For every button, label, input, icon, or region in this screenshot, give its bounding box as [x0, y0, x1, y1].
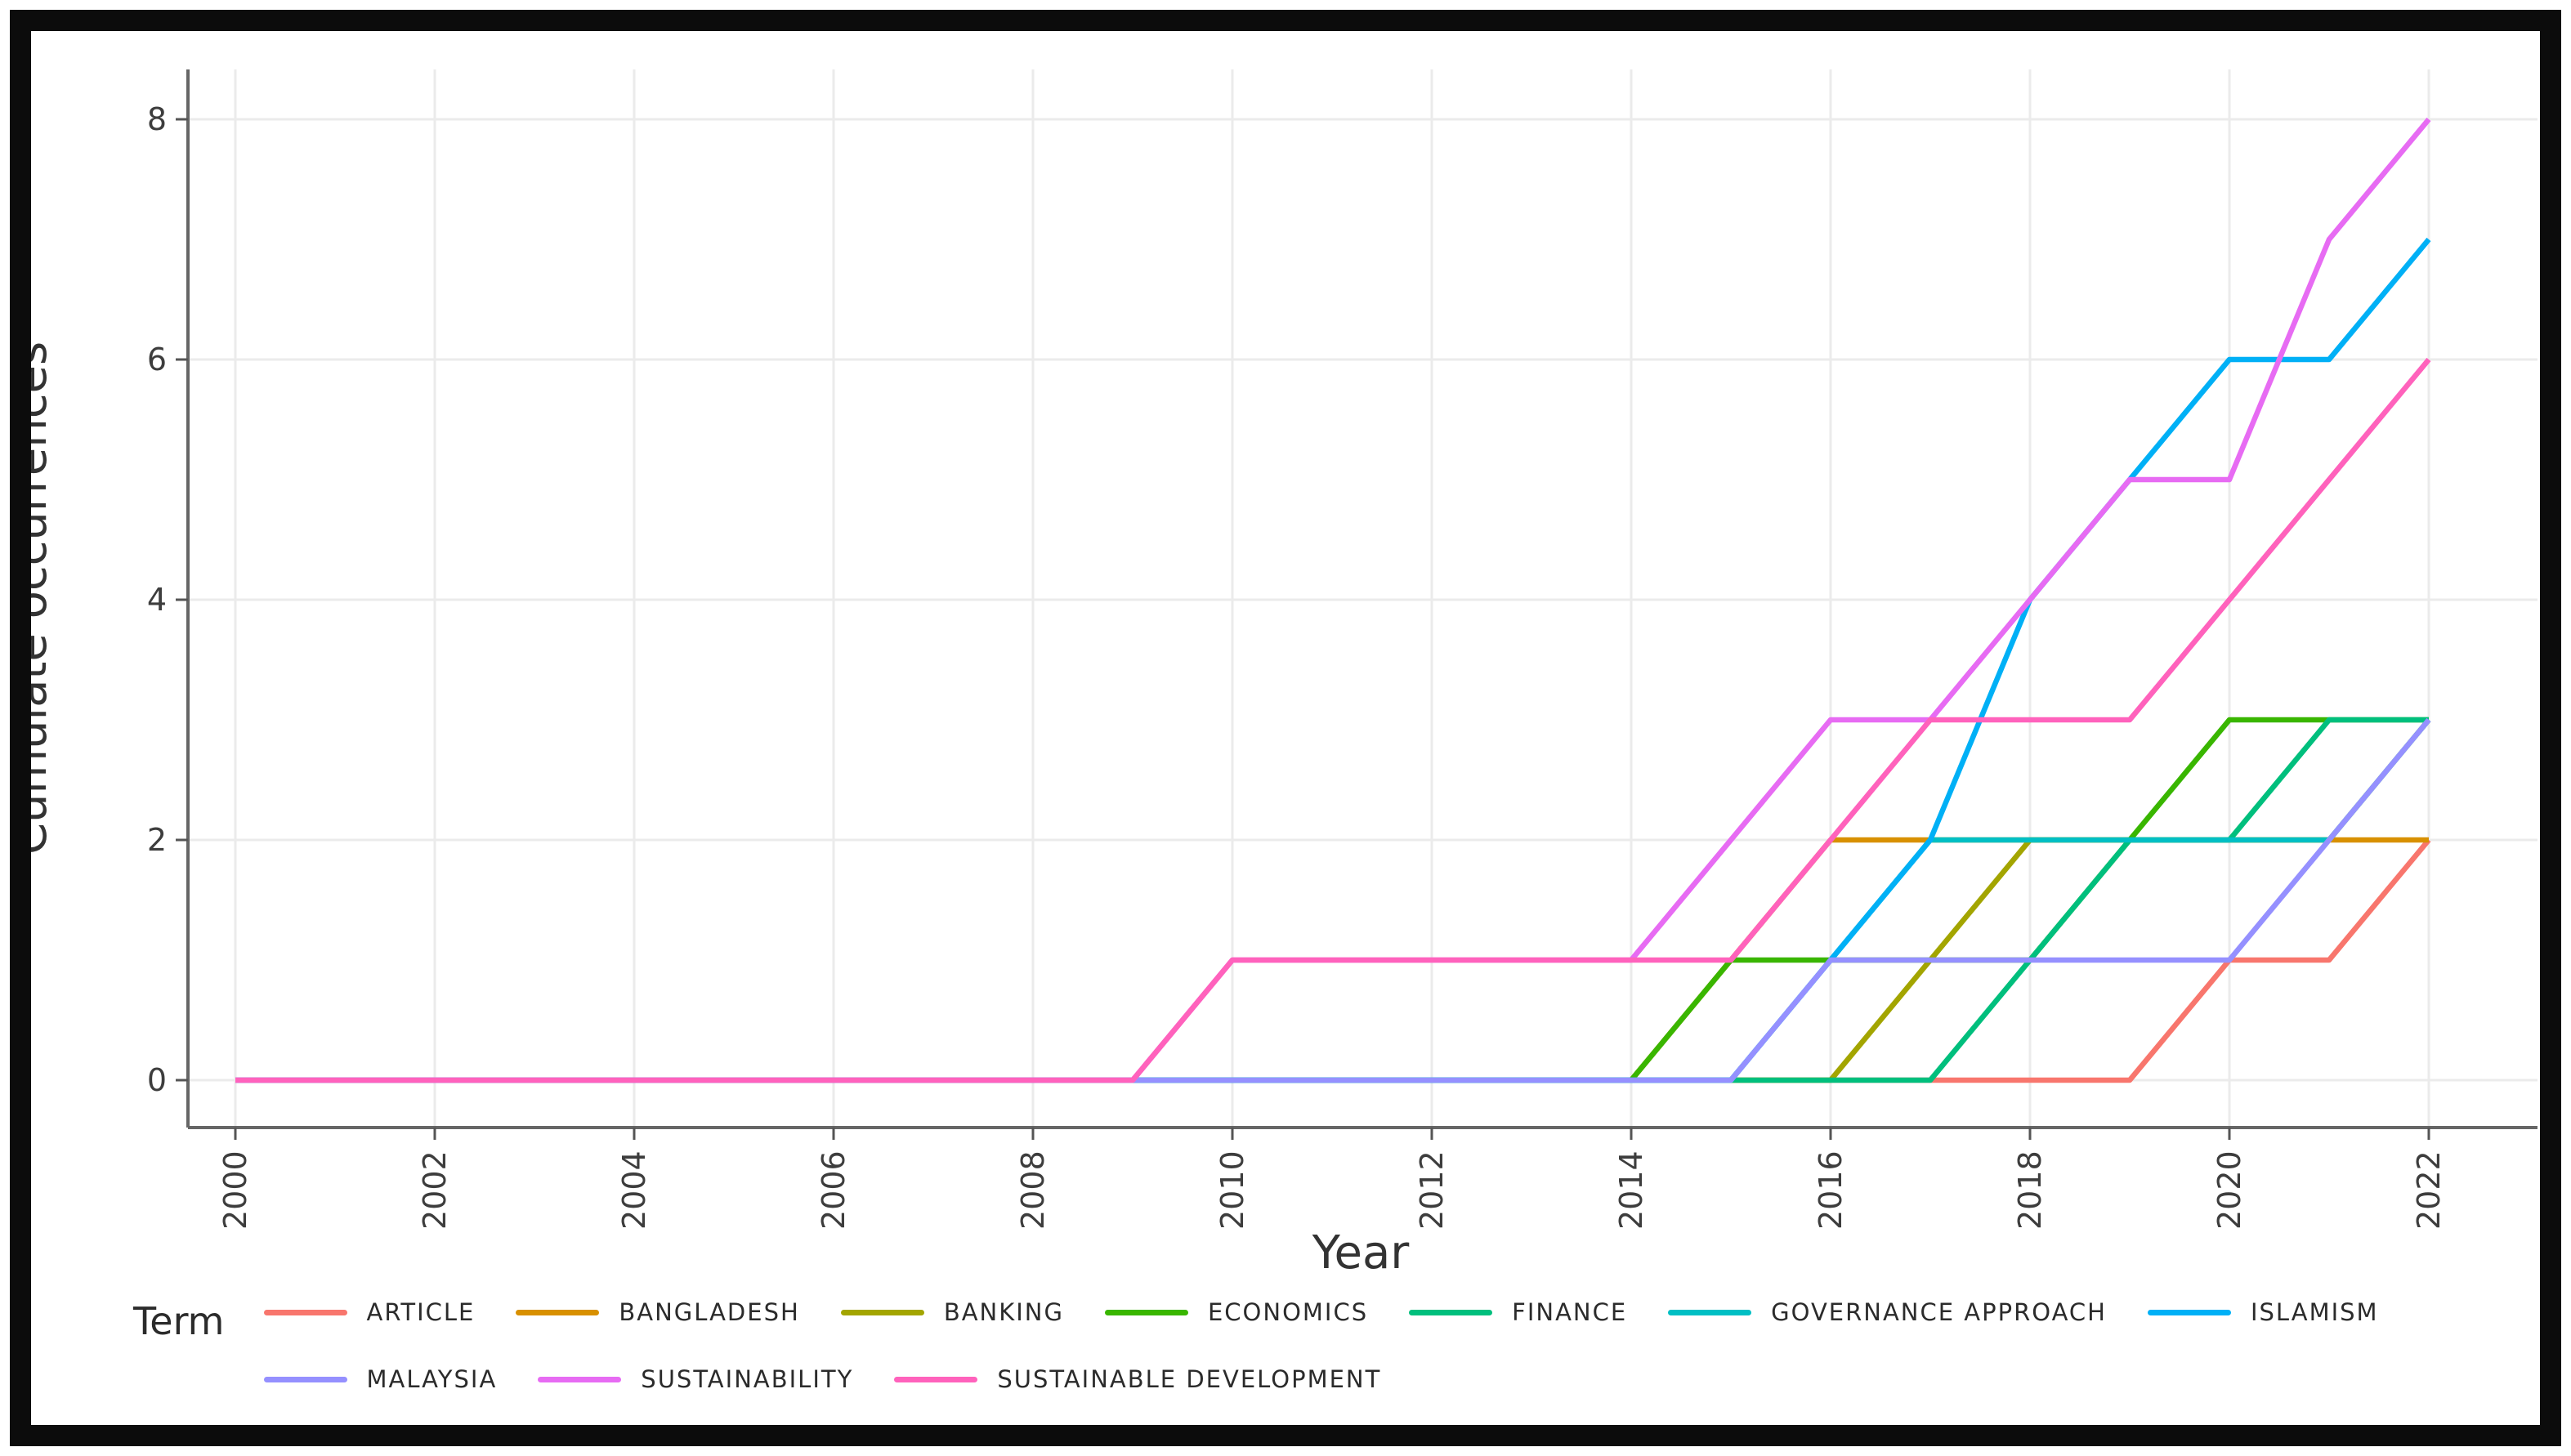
series-line-malaysia	[235, 717, 2431, 1083]
legend-label: FINANCE	[1512, 1298, 1628, 1326]
legend-row-2: MALAYSIA SUSTAINABILITY SUSTAINABLE DEVELO…	[263, 1360, 2379, 1399]
legend-swatch-icon	[263, 1309, 347, 1315]
series-line-islamism	[235, 237, 2431, 1083]
series-line-banking	[235, 717, 2431, 1083]
legend-rows: ARTICLE BANGLADESH BANKING ECONOMICS FINANCE…	[263, 1293, 2379, 1399]
y-tick-label-0: 0	[147, 1062, 167, 1098]
x-tick-label-2000: 2000	[217, 1150, 253, 1230]
x-tick-label-2006: 2006	[816, 1150, 852, 1230]
legend: Term ARTICLE BANGLADESH BANKING ECONOMICS FI…	[133, 1293, 2379, 1399]
legend-label: ECONOMICS	[1207, 1298, 1369, 1326]
series-line-economics	[235, 717, 2429, 1083]
y-tick-label-8: 8	[147, 101, 167, 137]
legend-swatch-icon	[263, 1376, 347, 1382]
legend-label: SUSTAINABLE DEVELOPMENT	[997, 1365, 1382, 1393]
series-line-governance-approach	[235, 717, 2431, 1083]
legend-swatch-icon	[1668, 1309, 1752, 1315]
y-axis-title: Cumulate occurrences	[4, 342, 57, 855]
legend-item-sustainable-development: SUSTAINABLE DEVELOPMENT	[894, 1365, 1381, 1393]
x-tick-label-2010: 2010	[1214, 1150, 1250, 1230]
legend-label: MALAYSIA	[366, 1365, 498, 1393]
legend-item-sustainability: SUSTAINABILITY	[538, 1365, 853, 1393]
legend-swatch-icon	[538, 1376, 622, 1382]
legend-swatch-icon	[894, 1376, 978, 1382]
x-tick-label-2020: 2020	[2211, 1150, 2247, 1230]
series-line-sustainable-development	[235, 357, 2431, 1083]
grid-lines	[188, 69, 2537, 1128]
legend-item-economics: ECONOMICS	[1104, 1298, 1369, 1326]
y-tick-label-2: 2	[147, 822, 167, 858]
legend-swatch-icon	[2147, 1309, 2231, 1315]
tick-marks	[176, 118, 2430, 1140]
x-tick-label-2012: 2012	[1414, 1150, 1450, 1230]
legend-swatch-icon	[1104, 1309, 1188, 1315]
legend-label: ISLAMISM	[2250, 1298, 2379, 1326]
y-tick-label-4: 4	[147, 582, 167, 618]
legend-title: Term	[133, 1299, 225, 1343]
x-tick-label-2008: 2008	[1015, 1150, 1051, 1230]
legend-item-article: ARTICLE	[263, 1298, 476, 1326]
legend-item-finance: FINANCE	[1409, 1298, 1627, 1326]
y-tick-label-6: 6	[147, 342, 167, 377]
x-tick-label-2022: 2022	[2411, 1150, 2447, 1230]
x-tick-label-2002: 2002	[417, 1150, 453, 1230]
legend-label: BANGLADESH	[619, 1298, 800, 1326]
x-tick-label-2004: 2004	[616, 1150, 652, 1230]
data-series	[235, 117, 2431, 1083]
tick-labels: 2000 2002 2004 2006 2008 2010 2012 2014 2016 2018…	[147, 101, 2447, 1230]
legend-label: GOVERNANCE APPROACH	[1771, 1298, 2107, 1326]
x-tick-label-2016: 2016	[1813, 1150, 1849, 1230]
series-line-finance	[235, 717, 2429, 1083]
legend-label: BANKING	[943, 1298, 1064, 1326]
legend-item-malaysia: MALAYSIA	[263, 1365, 498, 1393]
x-axis-title: Year	[1312, 1226, 1411, 1280]
legend-label: SUSTAINABILITY	[641, 1365, 854, 1393]
axis-titles: Year Cumulate occurrences	[4, 342, 1410, 1280]
legend-label: ARTICLE	[366, 1298, 476, 1326]
legend-item-bangladesh: BANGLADESH	[516, 1298, 799, 1326]
legend-swatch-icon	[840, 1309, 924, 1315]
x-tick-label-2018: 2018	[2012, 1150, 2048, 1230]
legend-swatch-icon	[1409, 1309, 1493, 1315]
legend-swatch-icon	[516, 1309, 600, 1315]
legend-item-islamism: ISLAMISM	[2147, 1298, 2379, 1326]
x-tick-label-2014: 2014	[1613, 1150, 1649, 1230]
legend-item-banking: BANKING	[840, 1298, 1064, 1326]
legend-row-1: ARTICLE BANGLADESH BANKING ECONOMICS FINANCE…	[263, 1293, 2379, 1332]
legend-item-governance-approach: GOVERNANCE APPROACH	[1668, 1298, 2107, 1326]
